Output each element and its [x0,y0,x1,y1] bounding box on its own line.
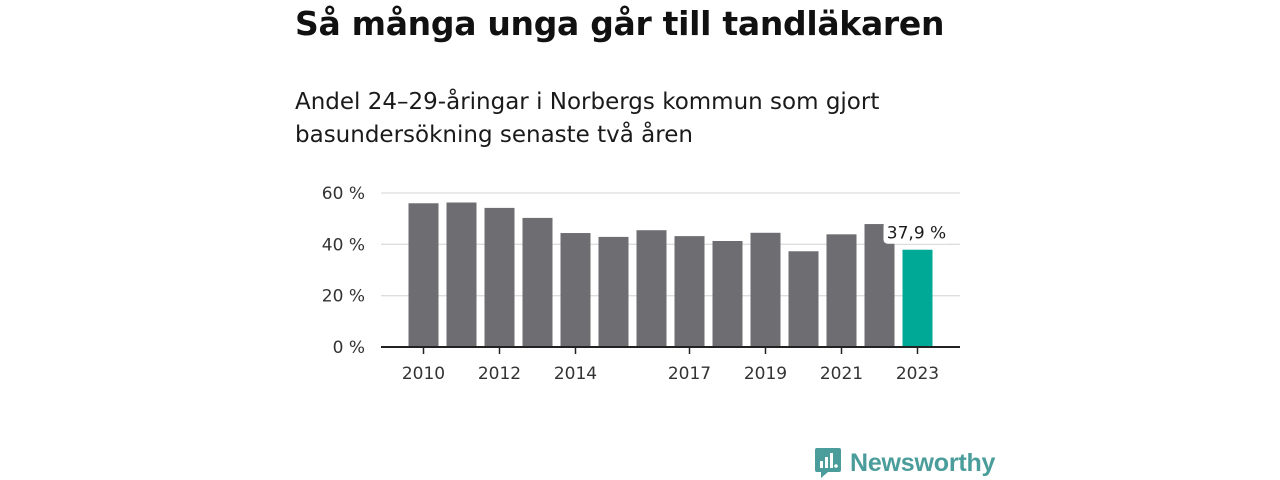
x-tick-label: 2023 [896,364,939,384]
y-tick-label: 0 % [333,338,365,358]
value-label-background [883,221,950,244]
bar-2020 [788,251,819,347]
bar-2015 [598,236,629,347]
chart-title: Så många unga går till tandläkaren [295,4,945,43]
x-tick-label: 2019 [744,364,787,384]
x-tick-label: 2017 [668,364,711,384]
x-tick-label: 2014 [554,364,597,384]
bar-2011 [446,202,477,347]
bar-2013 [522,217,553,347]
bar-2019 [750,232,781,347]
x-tick-label: 2021 [820,364,863,384]
bar-2014 [560,233,591,347]
labels: 0 % 20 % 40 % 60 % 2010 2012 2014 2017 2019 2021 2… [322,184,950,384]
x-tick-label: 2012 [478,364,521,384]
value-label: 37,9 % [887,224,946,244]
bar-2017 [674,236,705,347]
newsworthy-logo: Newsworthy [814,446,995,480]
axes [381,346,960,354]
bar-2023 [902,249,933,347]
y-tick-label: 60 % [322,184,365,204]
y-tick-label: 20 % [322,287,365,307]
bar-2022 [864,224,895,347]
bar-2021 [826,234,857,347]
gridlines [381,192,960,297]
chart-subtitle: Andel 24–29-åringar i Norbergs kommun so… [295,89,880,148]
y-tick-label: 40 % [322,235,365,255]
bar-2018 [712,240,743,347]
newsworthy-logo-text: Newsworthy [850,448,996,477]
newsworthy-logo-icon [815,448,841,478]
bar-2010 [408,203,439,347]
bar-2016 [636,230,667,347]
bar-2012 [484,207,515,347]
x-tick-label: 2010 [402,364,445,384]
bar-chart: 0 % 20 % 40 % 60 % 2010 2012 2014 2017 2019 2021 2… [322,184,960,384]
bars [408,202,933,347]
